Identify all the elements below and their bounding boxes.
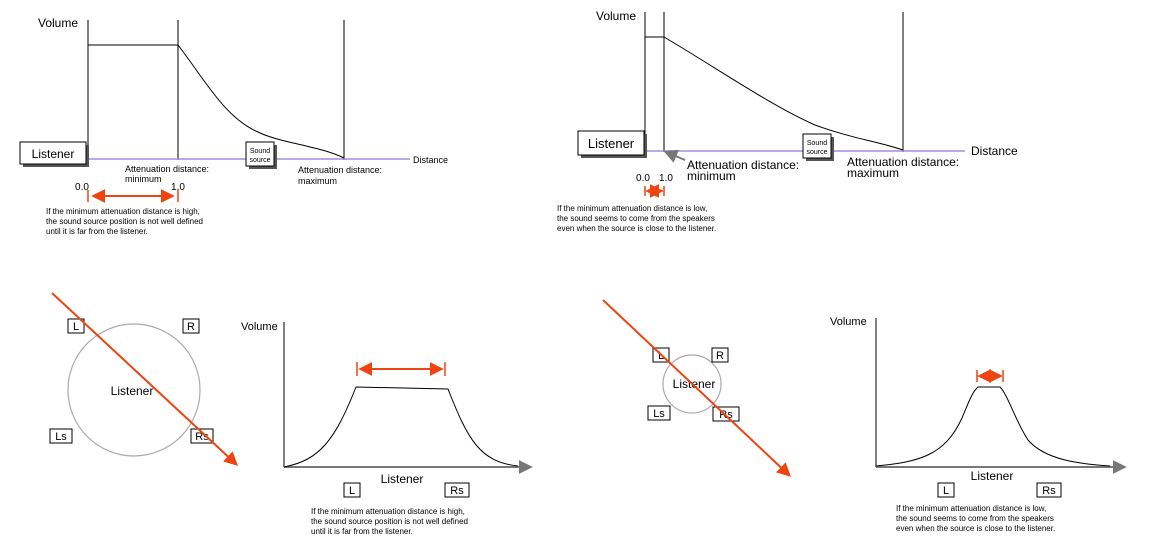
listener-label: Listener [673, 377, 716, 391]
caption-line-2: the sound seems to come from the speaker… [896, 514, 1054, 523]
volume-curve [88, 44, 345, 159]
speaker-Ls: Ls [647, 405, 671, 421]
speaker-Ls-label: Ls [653, 408, 665, 420]
caption-line-3: until it is far from the listener. [46, 227, 148, 236]
caption-line-1: If the minimum attenuation distance is h… [46, 207, 200, 216]
speaker-Rs: Rs [712, 406, 740, 422]
volume-label: Volume [38, 16, 78, 30]
tick-start-label: 0.0 [636, 173, 650, 184]
listener-label: Listener [111, 384, 154, 398]
sound-path-arrow [602, 299, 792, 477]
speaker-Rs-label: Rs [195, 431, 209, 443]
pointer-arrow [663, 149, 686, 163]
axis-speaker-L: L [937, 482, 955, 498]
axis-speaker-Rs-label: Rs [450, 485, 464, 497]
speaker-Ls-label: Ls [55, 431, 67, 443]
max-distance-label-2: maximum [298, 176, 337, 186]
volume-label: Volume [241, 321, 278, 333]
sound-source-label-2: source [806, 149, 827, 156]
volume-label: Volume [596, 9, 636, 23]
listener-circle [67, 323, 201, 457]
speaker-L-label: L [658, 350, 664, 362]
caption-line-1: If the minimum attenuation distance is l… [896, 504, 1046, 513]
speaker-R: R [182, 318, 200, 334]
caption-line-3: until it is far from the listener. [311, 527, 413, 536]
caption-line-3: even when the source is close to the lis… [896, 524, 1055, 533]
axis-speaker-Rs: Rs [1036, 482, 1062, 498]
min-distance-label-2: minimum [125, 174, 162, 184]
min-distance-label-2: minimum [687, 169, 736, 183]
axis-speaker-Rs-label: Rs [1042, 485, 1056, 497]
caption-line-3: even when the source is close to the lis… [557, 224, 716, 233]
panel-bottom-right: Listener L R Ls Rs Volume Listener L [602, 299, 1127, 533]
x-axis-label: Listener [381, 472, 424, 486]
volume-curve [283, 386, 519, 468]
max-distance-label-2: maximum [847, 166, 899, 180]
max-distance-label-1: Attenuation distance: [847, 155, 959, 169]
speaker-R: R [711, 347, 729, 363]
x-axis-label: Listener [971, 469, 1014, 483]
volume-curve [875, 386, 1111, 467]
caption-line-2: the sound seems to come from the speaker… [557, 214, 715, 223]
speaker-R-label: R [716, 350, 724, 362]
listener-label: Listener [32, 147, 75, 161]
distance-label: Distance [413, 155, 448, 165]
sound-source-label-1: Sound [250, 148, 270, 155]
speaker-L-label: L [73, 321, 79, 333]
sound-path-arrow [51, 292, 239, 466]
speaker-L: L [67, 318, 85, 334]
sound-source-label-2: source [249, 157, 270, 164]
listener-circle [662, 354, 722, 414]
panel-bottom-left: Listener L R Ls Rs Volume Listener L [49, 292, 533, 536]
distance-label: Distance [971, 144, 1018, 158]
axis-speaker-L: L [343, 482, 361, 498]
speaker-R-label: R [187, 321, 195, 333]
sound-source-box: Sound source [802, 133, 834, 161]
axis-speaker-L-label: L [349, 485, 355, 497]
min-distance-label-1: Attenuation distance: [687, 158, 799, 172]
axis-speaker-L-label: L [943, 485, 949, 497]
volume-curve [645, 36, 904, 151]
panel-top-left: Volume Distance Listener Sound source At… [19, 16, 448, 236]
caption-line-2: the sound source position is not well de… [46, 217, 203, 226]
listener-box: Listener [577, 130, 647, 158]
speaker-Rs: Rs [190, 428, 214, 444]
caption-line-2: the sound source position is not well de… [311, 517, 468, 526]
listener-label: Listener [588, 136, 635, 151]
sound-source-label-1: Sound [807, 140, 827, 147]
volume-label: Volume [830, 316, 867, 328]
caption-line-1: If the minimum attenuation distance is l… [557, 204, 707, 213]
max-distance-label-1: Attenuation distance: [298, 165, 382, 175]
listener-box: Listener [19, 141, 89, 167]
tick-end-label: 1.0 [659, 173, 673, 184]
caption-line-1: If the minimum attenuation distance is h… [311, 507, 465, 516]
min-distance-label-1: Attenuation distance: [125, 164, 209, 174]
tick-end-label: 1.0 [171, 182, 185, 193]
tick-start-label: 0.0 [75, 182, 89, 193]
axis-speaker-Rs: Rs [444, 482, 470, 498]
panel-top-right: Volume Distance Listener Sound source At… [557, 9, 1018, 233]
speaker-Ls: Ls [49, 428, 73, 444]
sound-source-box: Sound source [245, 141, 277, 169]
